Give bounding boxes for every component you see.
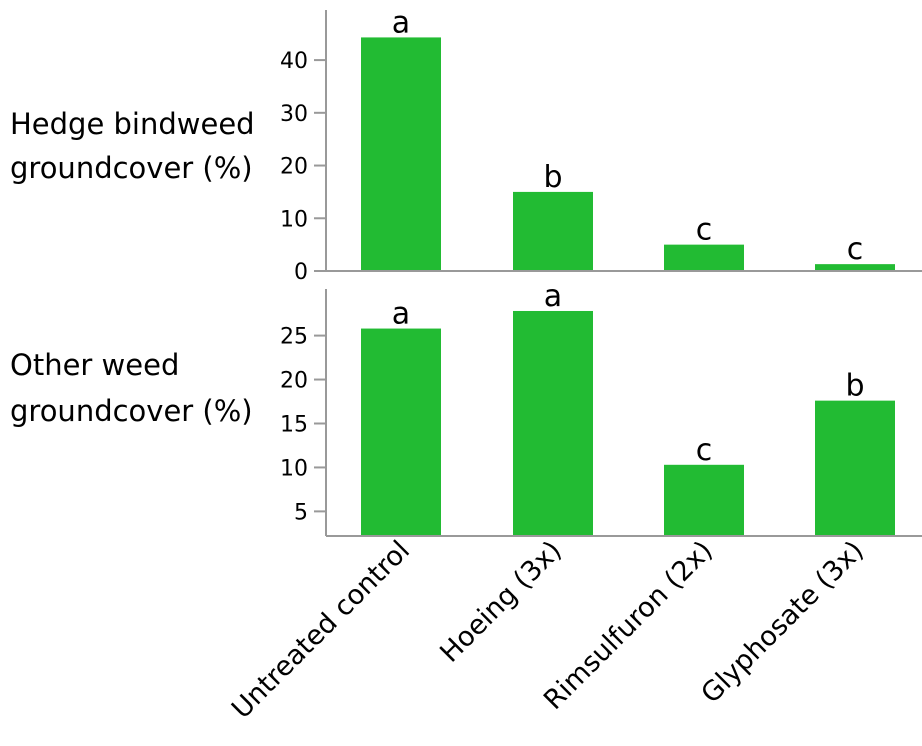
top-y-tick-label: 20 bbox=[280, 155, 308, 180]
x-category-label: Hoeing (3x) bbox=[434, 535, 568, 669]
bottom-y-tick-label: 5 bbox=[294, 500, 308, 525]
x-axis-labels: Untreated control Hoeing (3x)Rimsulfuron … bbox=[226, 535, 870, 725]
top-y-tick-label: 40 bbox=[280, 49, 308, 74]
top-y-tick-label: 10 bbox=[280, 207, 308, 232]
top-bar-3 bbox=[664, 244, 744, 271]
top-bar-2 bbox=[513, 191, 593, 271]
bottom-bar-2 bbox=[513, 310, 593, 536]
top-significance-label: b bbox=[543, 160, 562, 195]
top-ylabel-line-1: Hedge bindweed bbox=[10, 107, 255, 141]
x-category-label: Untreated control bbox=[226, 535, 416, 725]
top-ylabel-line-2: groundcover (%) bbox=[10, 151, 253, 185]
bottom-y-tick-label: 15 bbox=[280, 412, 308, 437]
bottom-panel: Other weed groundcover (%) 5 10 15 20 25 a a c b bbox=[10, 279, 922, 537]
top-significance-label: a bbox=[392, 5, 410, 40]
top-y-tick-label: 30 bbox=[280, 102, 308, 127]
top-significance-label: c bbox=[847, 232, 864, 267]
top-bar-4 bbox=[815, 264, 895, 271]
bottom-y-tick-label: 10 bbox=[280, 456, 308, 481]
bottom-bar-1 bbox=[361, 328, 441, 536]
bottom-significance-label: c bbox=[696, 433, 713, 468]
bottom-ylabel-line-1: Other weed bbox=[10, 348, 179, 382]
bottom-bar-4 bbox=[815, 400, 895, 536]
x-category-label: Rimsulfuron (2x) bbox=[538, 535, 719, 716]
bottom-significance-label: a bbox=[392, 297, 410, 332]
top-y-tick-label: 0 bbox=[294, 260, 308, 285]
bottom-y-tick-label: 20 bbox=[280, 369, 308, 394]
bottom-ylabel-line-2: groundcover (%) bbox=[10, 394, 253, 428]
x-category-label: Glyphosate (3x) bbox=[695, 535, 870, 710]
bottom-significance-label: a bbox=[544, 279, 562, 314]
top-bar-1 bbox=[361, 37, 441, 271]
top-significance-label: c bbox=[696, 213, 713, 248]
top-panel: Hedge bindweed groundcover (%) 0 10 20 30 40… bbox=[10, 5, 922, 285]
bottom-y-tick-label: 25 bbox=[280, 325, 308, 350]
bottom-significance-label: b bbox=[845, 369, 864, 404]
bottom-bar-3 bbox=[664, 464, 744, 536]
